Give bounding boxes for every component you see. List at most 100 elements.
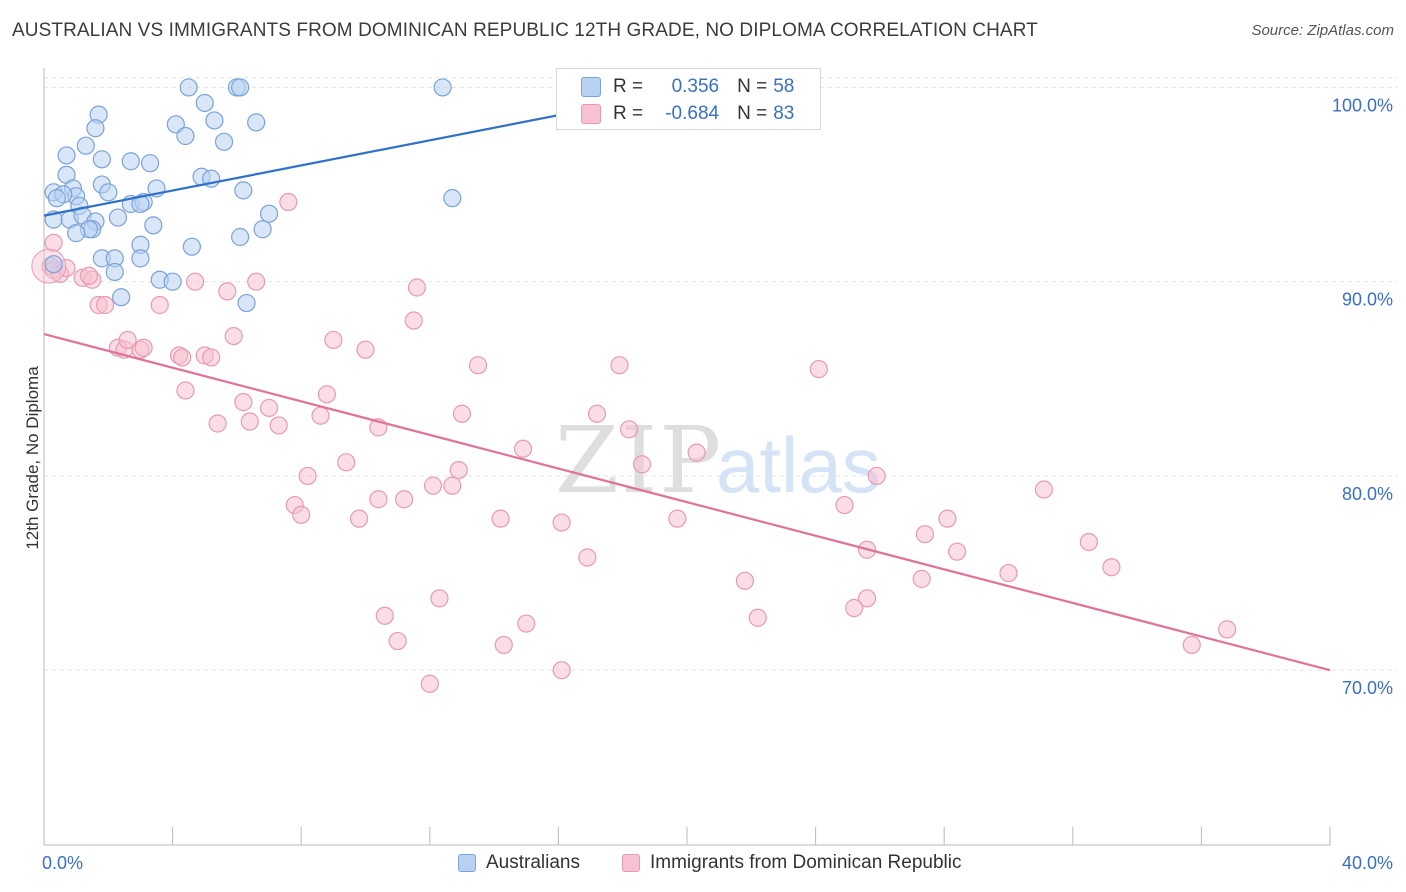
r-label: R = — [613, 76, 644, 97]
axes — [43, 68, 1331, 846]
pink-point-79 — [1218, 620, 1237, 639]
pink-point-57 — [835, 495, 854, 515]
pink-point-31 — [809, 359, 828, 379]
pink-point-80 — [388, 631, 407, 651]
blue-point-57 — [237, 293, 256, 313]
blue-point-17 — [140, 154, 160, 173]
pink-point-18 — [324, 330, 343, 350]
pink-point-25 — [173, 348, 192, 367]
pink-point-64 — [915, 525, 935, 544]
pink-point-45 — [687, 443, 706, 462]
pink-point-11 — [407, 278, 427, 297]
pink-point-38 — [587, 404, 607, 423]
legend-label-australians: Australians — [486, 852, 580, 873]
source-label: Source: ZipAtlas.com — [1251, 22, 1394, 39]
pink-point-73 — [430, 589, 449, 608]
blue-point-16 — [121, 152, 140, 171]
pink-point-46 — [337, 453, 356, 472]
r-value-pink: -0.684 — [665, 103, 720, 124]
pink-point-81 — [494, 635, 513, 655]
blue-point-13 — [76, 136, 95, 155]
blue-point-30 — [443, 189, 462, 208]
pink-point-47 — [632, 455, 652, 474]
legend-swatch-pink — [622, 854, 640, 872]
blue-point-45 — [67, 224, 86, 243]
pink-trend-line — [43, 333, 1331, 672]
blue-point-10 — [86, 119, 105, 138]
blue-point-41 — [144, 216, 163, 235]
pink-point-53 — [1034, 480, 1053, 499]
pink-point-39 — [208, 414, 227, 433]
r-label: R = — [613, 103, 644, 124]
pink-point-68 — [578, 548, 597, 567]
n-value-pink: 83 — [773, 103, 795, 124]
blue-series-points — [44, 78, 632, 313]
pink-point-36 — [311, 406, 330, 425]
pink-point-78 — [517, 614, 536, 633]
y-tick-label-90: 90.0% — [1342, 290, 1393, 310]
legend-item-australians[interactable]: Australians — [458, 852, 580, 874]
stats-row-blue: R = 0.356 N = 58 — [557, 73, 794, 101]
pink-point-69 — [1102, 558, 1121, 577]
tick-labels: 70.0% 80.0% 90.0% 100.0% 0.0% 40.0% — [42, 95, 1393, 873]
blue-point-29 — [47, 189, 66, 208]
pink-point-72 — [735, 571, 754, 590]
pink-point-40 — [240, 412, 259, 431]
pink-point-76 — [375, 606, 394, 625]
pink-point-22 — [134, 338, 153, 357]
y-tick-label-70: 70.0% — [1342, 678, 1393, 698]
x-tick-label-min: 0.0% — [42, 853, 83, 873]
pink-point-16 — [404, 311, 423, 330]
legend-item-dominican[interactable]: Immigrants from Dominican Republic — [622, 852, 962, 874]
pink-point-30 — [610, 356, 629, 375]
pink-point-62 — [668, 509, 687, 528]
y-tick-label-80: 80.0% — [1342, 484, 1393, 504]
blue-point-12 — [214, 132, 234, 151]
stats-swatch-blue — [581, 77, 601, 97]
pink-point-14 — [95, 295, 115, 315]
pink-series-points — [31, 192, 1237, 693]
blue-point-53 — [105, 262, 124, 282]
pink-point-52 — [443, 476, 462, 495]
watermark-atlas: atlas — [716, 421, 881, 509]
pink-point-12 — [279, 192, 298, 212]
pink-point-7 — [79, 266, 99, 285]
blue-point-9 — [247, 113, 266, 132]
blue-point-0 — [179, 78, 198, 97]
chart-title: AUSTRALIAN VS IMMIGRANTS FROM DOMINICAN … — [12, 20, 1038, 41]
pink-point-32 — [176, 381, 195, 400]
pink-point-37 — [452, 404, 472, 423]
stats-legend: R = 0.356 N = 58 R = -0.684 N = 83 — [556, 68, 821, 130]
pink-point-41 — [269, 416, 288, 435]
pink-point-59 — [349, 509, 369, 528]
y-tick-label-100: 100.0% — [1332, 95, 1393, 115]
blue-point-15 — [92, 150, 111, 169]
blue-point-39 — [259, 204, 279, 223]
gridlines — [44, 77, 1398, 671]
pink-point-43 — [620, 420, 639, 439]
pink-point-63 — [938, 509, 957, 528]
blue-point-24 — [234, 181, 253, 200]
blue-point-51 — [131, 249, 150, 268]
pink-point-50 — [867, 466, 886, 486]
pink-point-54 — [369, 490, 388, 509]
pink-point-33 — [317, 385, 337, 404]
blue-point-26 — [99, 183, 118, 202]
x-tick-label-max: 40.0% — [1342, 853, 1393, 873]
blue-point-2 — [231, 78, 250, 97]
pink-point-51 — [423, 476, 443, 495]
pink-point-84 — [420, 674, 439, 693]
pink-point-23 — [118, 330, 137, 350]
blue-point-3 — [433, 78, 452, 97]
pink-point-61 — [552, 513, 571, 532]
pink-point-44 — [513, 439, 533, 458]
blue-point-33 — [131, 194, 150, 214]
pink-point-65 — [1079, 532, 1098, 552]
pink-point-77 — [748, 608, 767, 627]
trend-lines — [43, 92, 1331, 672]
pink-point-10 — [247, 272, 266, 291]
pink-point-83 — [552, 661, 571, 680]
pink-point-27 — [202, 348, 221, 367]
n-label: N = — [737, 103, 768, 124]
blue-point-38 — [108, 208, 128, 227]
